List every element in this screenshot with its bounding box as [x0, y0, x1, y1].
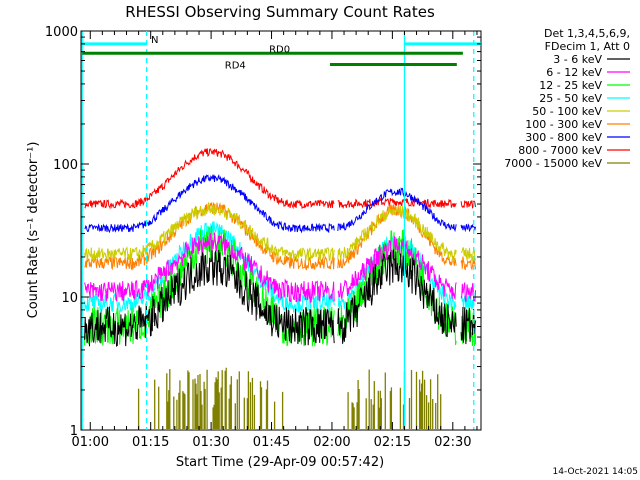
x-tick-label: 01:45	[253, 435, 290, 450]
plot-frame	[80, 30, 482, 431]
x-axis-label: Start Time (29-Apr-09 00:57:42)	[176, 455, 384, 470]
legend-label: 3 - 6 keV	[553, 53, 602, 66]
render-timestamp: 14-Oct-2021 14:05	[553, 467, 638, 477]
legend: Det 1,3,4,5,6,9,FDecim 1, Att 03 - 6 keV…	[504, 27, 630, 170]
series-3-6-kev	[84, 249, 477, 348]
x-tick-label: 01:00	[72, 435, 109, 450]
x-tick-label: 02:15	[374, 435, 411, 450]
y-axis-label: Count Rate (s⁻¹ detector⁻¹)	[26, 142, 41, 319]
series-800-7000-kev	[84, 148, 477, 210]
legend-header-line: FDecim 1, Att 0	[545, 40, 630, 53]
y-tick-label: 100	[53, 158, 78, 173]
chart-title: RHESSI Observing Summary Count Rates	[125, 3, 435, 21]
legend-label: 25 - 50 keV	[539, 92, 602, 105]
x-tick-label: 02:30	[434, 435, 471, 450]
annotation-label: RD4	[225, 60, 246, 71]
series-50-100-kev	[84, 202, 477, 262]
series-100-300-kev	[84, 201, 477, 271]
legend-header-line: Det 1,3,4,5,6,9,	[544, 27, 630, 40]
x-tick-label: 02:00	[313, 435, 350, 450]
annotation-label: N	[151, 35, 158, 46]
series-300-800-kev	[84, 174, 477, 234]
legend-label: 100 - 300 keV	[525, 118, 602, 131]
series-line	[84, 174, 477, 234]
x-axis: 01:00 01:15 01:30 01:45 02:00 02:15 02:30	[72, 31, 478, 450]
y-tick-label: 1	[70, 424, 78, 439]
series-7000-15000-kev	[137, 367, 442, 429]
series-line	[84, 202, 477, 262]
y-tick-label: 10	[61, 291, 78, 306]
series-line	[84, 249, 477, 348]
legend-label: 800 - 7000 keV	[518, 144, 602, 157]
legend-label: 300 - 800 keV	[525, 131, 602, 144]
y-tick-label: 1000	[45, 25, 78, 40]
y-axis: 1 10 100 1000	[45, 25, 481, 439]
plot-content: N RD0 RD4	[81, 31, 481, 430]
series-line	[84, 201, 477, 271]
x-tick-label: 01:15	[132, 435, 169, 450]
legend-label: 12 - 25 keV	[539, 79, 602, 92]
series-line	[84, 148, 477, 210]
legend-label: 6 - 12 keV	[546, 66, 602, 79]
series-spikes	[137, 367, 442, 429]
legend-label: 50 - 100 keV	[532, 105, 602, 118]
x-tick-label: 01:30	[192, 435, 229, 450]
legend-label: 7000 - 15000 keV	[504, 157, 602, 170]
annotation-label: RD0	[269, 44, 290, 55]
